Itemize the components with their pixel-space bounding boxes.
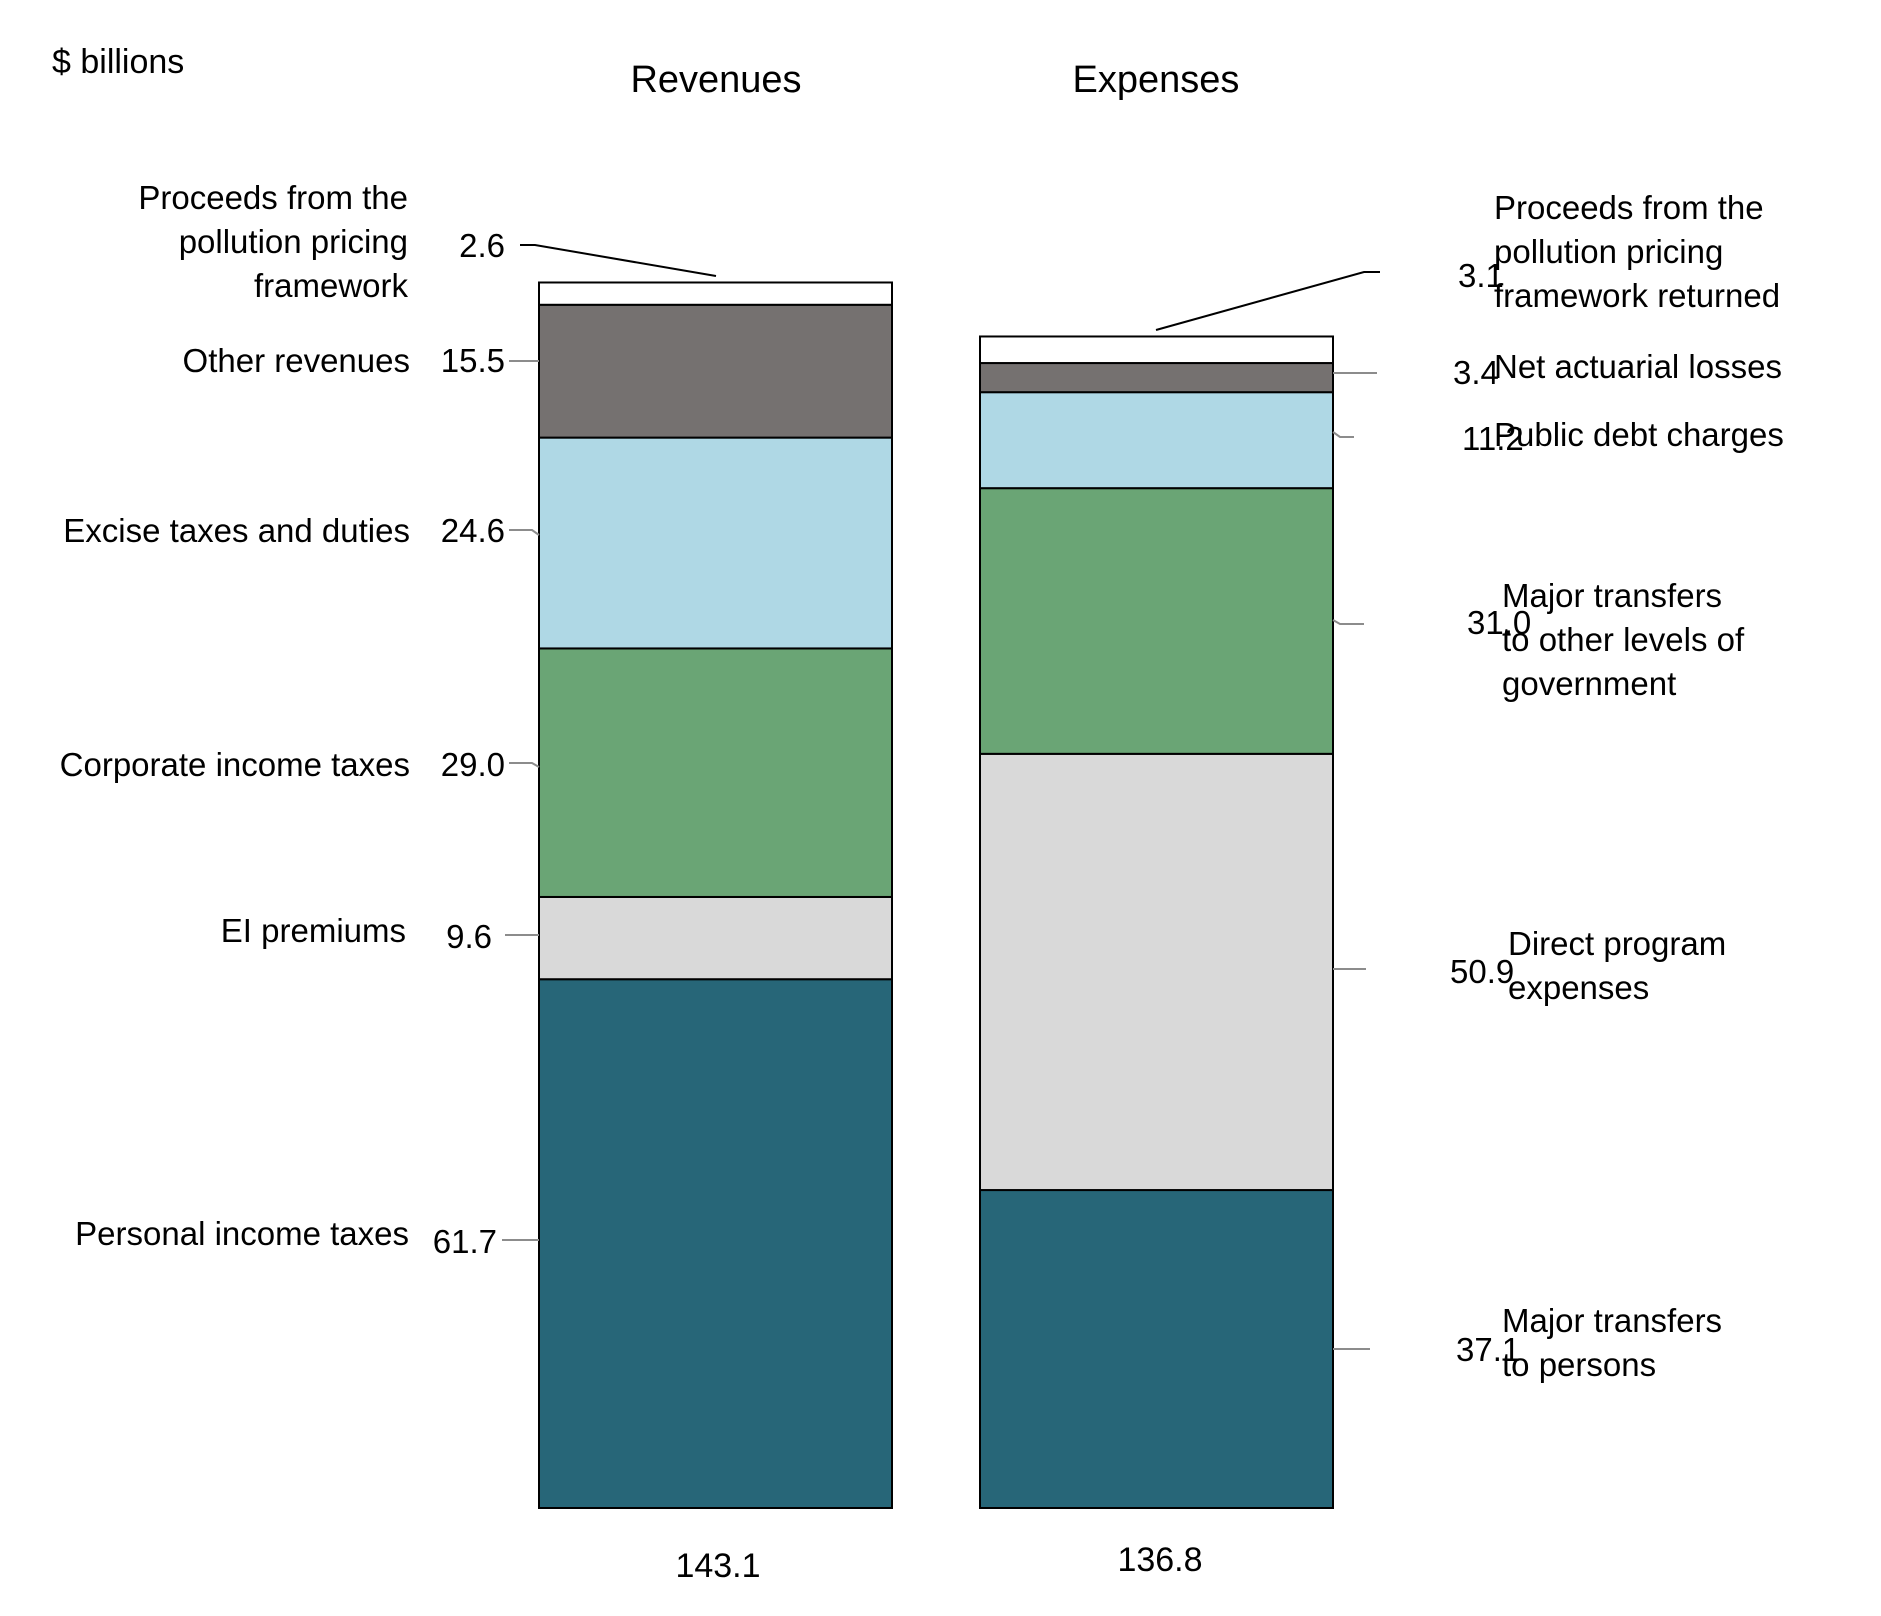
expenses-label-line: Proceeds from the (1494, 189, 1764, 226)
expenses-label-line: Major transfers (1502, 577, 1722, 614)
revenues-column-title: Revenues (630, 59, 801, 101)
expenses-label-line: Net actuarial losses (1494, 348, 1782, 385)
revenues-value-excise-taxes-and-duties: 24.6 (441, 512, 505, 549)
revenues-label-line: Corporate income taxes (60, 746, 410, 783)
expenses-label-line: framework returned (1494, 277, 1780, 314)
revenues-label-corporate-income-taxes: Corporate income taxes (60, 746, 410, 783)
expenses-label-proceeds-from-the-pollution-pricing-framework-returned: Proceeds from the pollution pricing framew… (1494, 189, 1780, 314)
revenues-bar-ei-premiums (538, 895, 893, 981)
bar-stacks (538, 281, 1334, 1509)
expenses-label-line: government (1502, 665, 1676, 702)
revenues-label-other-revenues: Other revenues (183, 342, 410, 379)
revenues-label-line: Proceeds from the (138, 179, 408, 216)
expenses-value-direct-program-expenses: 50.9 (1450, 953, 1514, 990)
revenues-value-ei-premiums: 9.6 (446, 918, 492, 955)
revenues-bar-other-revenues (538, 303, 893, 439)
revenues-label-personal-income-taxes: Personal income taxes (75, 1215, 409, 1252)
revenues-label-ei-premiums: EI premiums (221, 912, 406, 949)
expenses-bar-major-transfers-to-other-levels-of-government (979, 487, 1334, 755)
expenses-bar-direct-program-expenses (979, 752, 1334, 1192)
revenues-label-line: Excise taxes and duties (63, 512, 410, 549)
expenses-label-major-transfers-to-persons: Major transfers to persons (1502, 1302, 1722, 1383)
revenues-value-corporate-income-taxes: 29.0 (441, 746, 505, 783)
revenues-total: 143.1 (675, 1547, 760, 1585)
revenues-label-line: pollution pricing (179, 223, 408, 260)
expenses-value-public-debt-charges: 11.2 (1462, 420, 1524, 457)
revenues-leader-line-proceeds-from-the-pollution-pricing-framework (520, 244, 717, 277)
revenues-leader-line-excise-taxes-and-duties (509, 529, 540, 536)
expenses-leader-line-proceeds-from-the-pollution-pricing-framework-returned (1155, 271, 1380, 331)
revenues-value-proceeds-from-the-pollution-pricing-framework: 2.6 (459, 227, 505, 264)
expenses-label-line: pollution pricing (1494, 233, 1723, 270)
expenses-label-line: Major transfers (1502, 1302, 1722, 1339)
expenses-label-line: Public debt charges (1494, 416, 1784, 453)
expenses-label-line: expenses (1508, 969, 1649, 1006)
revenues-label-excise-taxes-and-duties: Excise taxes and duties (63, 512, 410, 549)
expenses-bar-public-debt-charges (979, 391, 1334, 490)
revenues-value-personal-income-taxes: 61.7 (433, 1223, 497, 1260)
expenses-label-major-transfers-to-other-levels-of-government: Major transfers to other levels of governm… (1502, 577, 1745, 702)
expenses-label-line: to other levels of (1502, 621, 1745, 658)
expenses-leader-line-public-debt-charges (1332, 431, 1354, 438)
revenues-label-line: framework (254, 267, 409, 304)
expenses-bar-proceeds-from-the-pollution-pricing-framework-returned (979, 335, 1334, 365)
segment-labels: 61.7 Personal income taxes 9.6 EI premiums 2… (60, 179, 1784, 1383)
expenses-column-title: Expenses (1073, 59, 1240, 101)
expenses-value-major-transfers-to-persons: 37.1 (1456, 1331, 1520, 1368)
expenses-leader-line-major-transfers-to-other-levels-of-government (1332, 619, 1364, 625)
expenses-value-proceeds-from-the-pollution-pricing-framework-returned: 3.1 (1458, 257, 1504, 294)
revenues-label-line: Other revenues (183, 342, 410, 379)
expenses-label-direct-program-expenses: Direct program expenses (1508, 925, 1726, 1006)
revenues-bar-corporate-income-taxes (538, 647, 893, 898)
expenses-label-line: to persons (1502, 1346, 1656, 1383)
expenses-value-net-actuarial-losses: 3.4 (1453, 354, 1499, 391)
revenues-label-line: EI premiums (221, 912, 406, 949)
expenses-bar-net-actuarial-losses (979, 362, 1334, 394)
expenses-total: 136.8 (1117, 1541, 1202, 1579)
expenses-value-major-transfers-to-other-levels-of-government: 31.0 (1467, 604, 1531, 641)
revenues-bar-proceeds-from-the-pollution-pricing-framework (538, 281, 893, 306)
expenses-label-line: Direct program (1508, 925, 1726, 962)
revenues-value-other-revenues: 15.5 (441, 342, 505, 379)
revenues-label-proceeds-from-the-pollution-pricing-framework: Proceeds from the pollution pricing framew… (138, 179, 408, 304)
revenues-leader-line-corporate-income-taxes (509, 762, 540, 768)
expenses-bar-major-transfers-to-persons (979, 1189, 1334, 1509)
expenses-label-net-actuarial-losses: Net actuarial losses (1494, 348, 1782, 385)
unit-label: $ billions (52, 43, 184, 81)
revenues-label-line: Personal income taxes (75, 1215, 409, 1252)
expenses-label-public-debt-charges: Public debt charges (1494, 416, 1784, 453)
revenues-bar-personal-income-taxes (538, 978, 893, 1509)
revenues-bar-excise-taxes-and-duties (538, 436, 893, 650)
